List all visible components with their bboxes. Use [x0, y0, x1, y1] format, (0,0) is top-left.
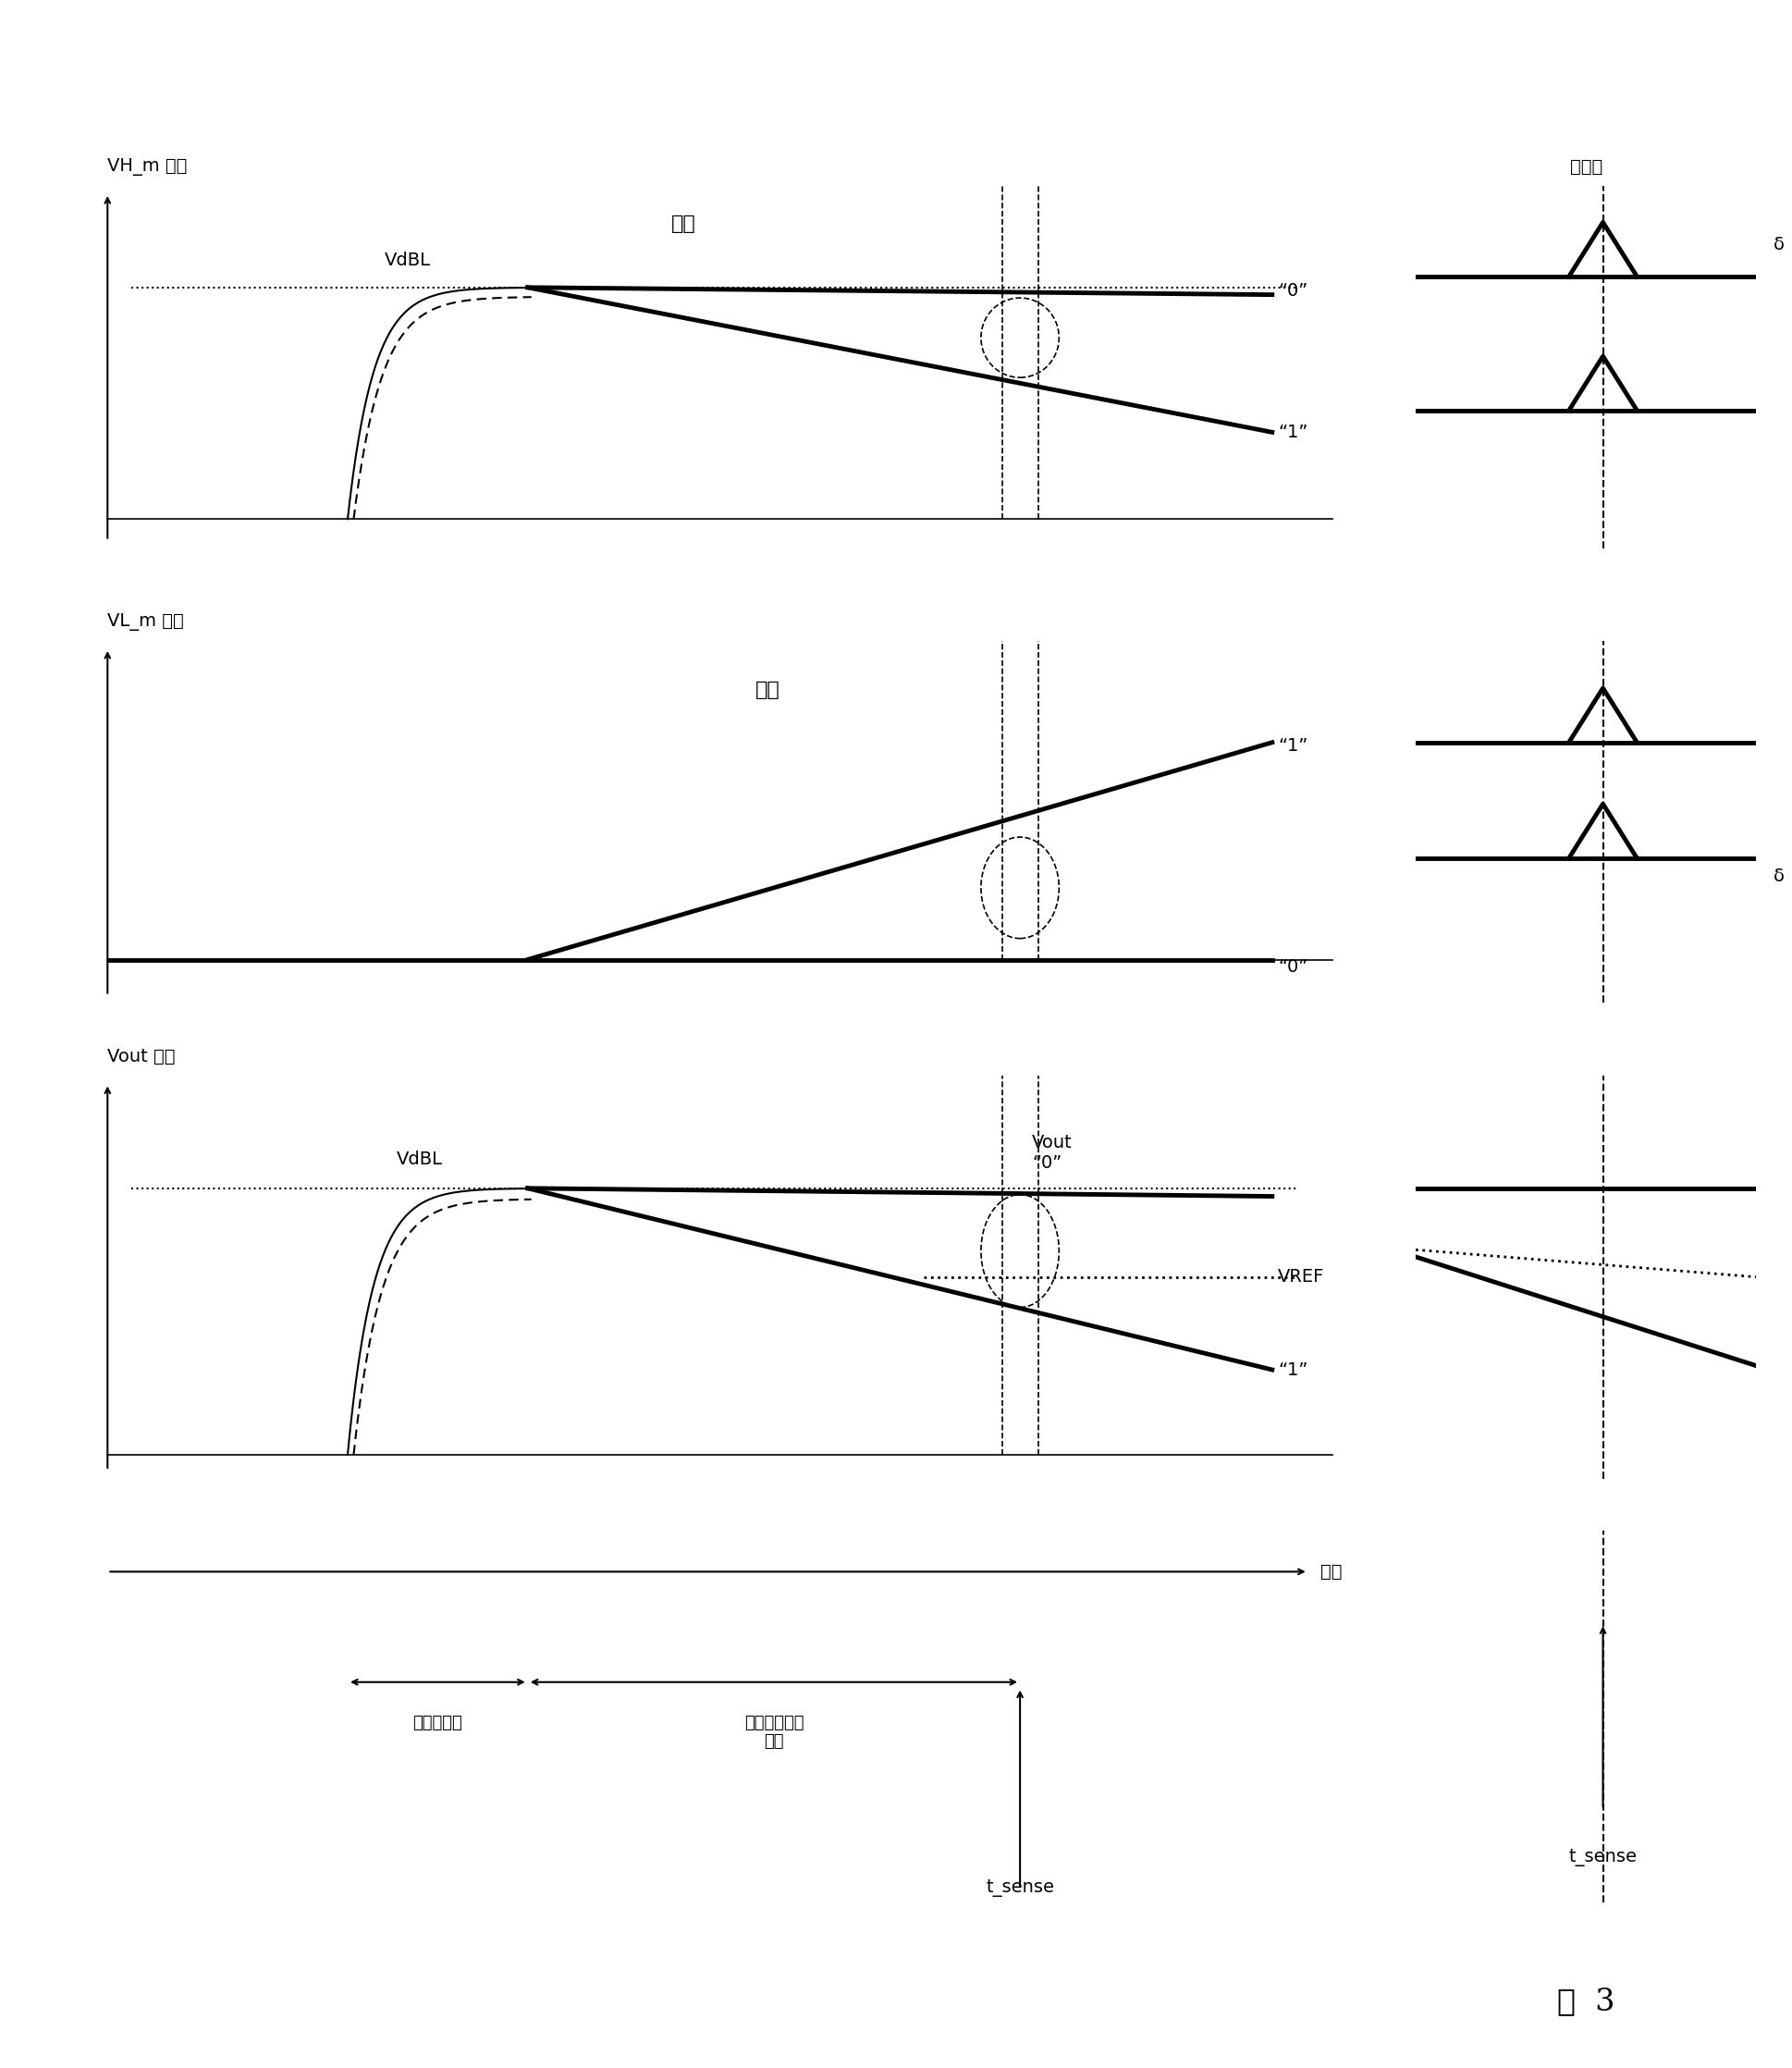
Text: 低侧: 低侧	[756, 680, 780, 699]
Text: VdBL: VdBL	[396, 1150, 443, 1168]
Text: “1”: “1”	[1278, 738, 1308, 755]
Text: δ noise: δ noise	[1772, 236, 1792, 254]
Text: “1”: “1”	[1278, 1361, 1308, 1379]
Text: “1”: “1”	[1278, 424, 1308, 440]
Text: VREF: VREF	[1278, 1268, 1324, 1286]
Text: “0”: “0”	[1278, 283, 1308, 300]
Text: 图  3: 图 3	[1557, 1987, 1615, 2016]
Text: t_sense: t_sense	[1568, 1849, 1638, 1867]
Text: “0”: “0”	[1032, 1154, 1063, 1173]
Text: δ noise: δ noise	[1772, 869, 1792, 885]
Text: “0”: “0”	[1278, 957, 1308, 976]
Text: 预充电期间: 预充电期间	[412, 1714, 462, 1731]
Text: 读出电压累积
期间: 读出电压累积 期间	[744, 1714, 803, 1750]
Text: t_sense: t_sense	[986, 1880, 1054, 1896]
Text: Vout 电压: Vout 电压	[108, 1048, 176, 1065]
Text: 时间: 时间	[1321, 1563, 1342, 1580]
Text: 高侧: 高侧	[672, 215, 697, 234]
Text: 噪声时: 噪声时	[1570, 159, 1602, 176]
Text: VdBL: VdBL	[385, 252, 430, 269]
Text: VH_m 电压: VH_m 电压	[108, 159, 188, 176]
Text: VL_m 电压: VL_m 电压	[108, 614, 185, 631]
Text: Vout: Vout	[1032, 1133, 1072, 1152]
